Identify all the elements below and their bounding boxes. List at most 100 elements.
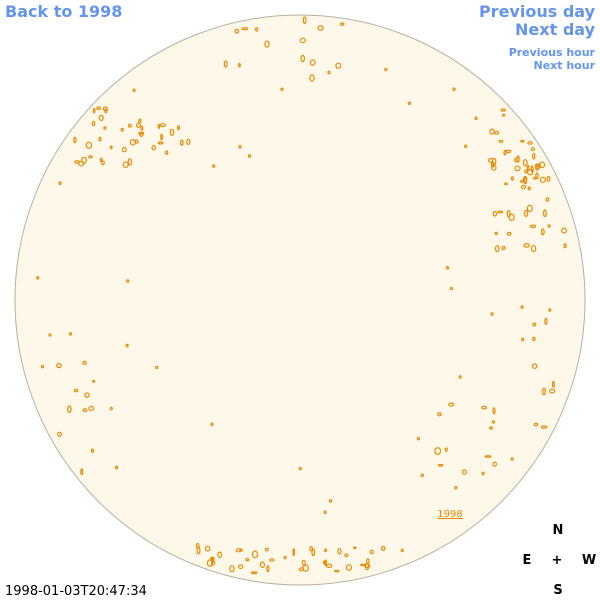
contour: [530, 147, 536, 152]
contour: [526, 204, 533, 213]
contour: [540, 228, 545, 236]
contour: [269, 558, 275, 562]
contour: [180, 139, 184, 146]
contour: [88, 155, 93, 159]
contour: [544, 317, 548, 325]
contour: [73, 136, 77, 144]
contour: [501, 246, 506, 251]
previous-hour-link[interactable]: Previous hour: [509, 46, 596, 59]
contour: [543, 209, 547, 218]
contour: [531, 363, 538, 369]
contour: [527, 186, 531, 191]
contour: [309, 545, 314, 552]
previous-day-link[interactable]: Previous day: [479, 2, 596, 21]
contour: [335, 62, 342, 69]
contour: [309, 74, 315, 82]
contour: [539, 176, 547, 183]
contour: [561, 227, 567, 234]
contour: [546, 175, 551, 182]
contour: [169, 128, 175, 136]
contour: [366, 558, 370, 564]
contour: [84, 392, 90, 398]
contour: [92, 379, 96, 383]
contour: [492, 211, 498, 217]
contour: [551, 380, 555, 388]
contour: [134, 139, 139, 144]
contour: [245, 558, 250, 562]
contour: [532, 336, 536, 342]
contour: [506, 231, 512, 236]
contour: [337, 548, 342, 555]
contour: [109, 406, 113, 411]
contour: [492, 461, 498, 467]
contour: [238, 63, 241, 68]
contour: [210, 422, 214, 427]
contour: [563, 243, 567, 249]
disk-label[interactable]: 1998: [437, 509, 462, 520]
contour: [322, 560, 326, 565]
contour: [345, 564, 352, 571]
contour: [510, 457, 514, 461]
contour: [522, 159, 528, 167]
contour: [82, 408, 88, 413]
contour: [56, 363, 62, 369]
contour: [548, 308, 552, 312]
contour: [299, 37, 306, 44]
contour: [522, 175, 528, 183]
contour: [138, 131, 145, 135]
contour: [434, 447, 442, 455]
contour: [298, 567, 304, 572]
contours: [36, 16, 567, 575]
back-link[interactable]: Back to 1998: [5, 2, 122, 21]
contour: [56, 431, 62, 437]
contour: [317, 25, 324, 31]
contour: [504, 182, 509, 186]
contour: [339, 22, 345, 26]
contour: [264, 547, 269, 552]
contour: [523, 242, 530, 248]
contour: [82, 360, 87, 365]
contour: [547, 224, 551, 228]
contour: [323, 510, 327, 515]
contour: [58, 181, 62, 186]
contour: [494, 245, 500, 253]
contour: [223, 60, 228, 68]
contour: [420, 473, 424, 478]
contour: [445, 265, 450, 270]
contour: [103, 126, 107, 130]
contour: [98, 136, 102, 142]
contour: [74, 160, 80, 164]
contour: [491, 420, 495, 424]
contour: [155, 365, 159, 370]
contour: [127, 158, 132, 166]
contour: [298, 466, 302, 471]
contour: [400, 548, 404, 553]
contour: [140, 125, 144, 131]
contour: [494, 231, 498, 235]
contour: [520, 184, 527, 190]
contour: [157, 123, 161, 129]
contour: [239, 548, 243, 552]
contour: [206, 559, 213, 567]
compass-east: E: [523, 553, 532, 568]
compass-north: N: [553, 523, 564, 538]
contour: [120, 127, 124, 132]
contour: [283, 555, 287, 560]
contour: [229, 565, 235, 573]
contour: [292, 548, 296, 557]
contour: [461, 469, 467, 475]
contour: [300, 54, 306, 63]
contour: [484, 455, 492, 458]
contour: [91, 120, 96, 127]
next-day-link[interactable]: Next day: [515, 20, 596, 39]
contour: [109, 145, 113, 150]
contour: [438, 463, 444, 467]
contour: [489, 128, 495, 135]
contour: [514, 157, 518, 163]
next-hour-link[interactable]: Next hour: [534, 59, 596, 72]
contour: [464, 144, 468, 149]
contour: [535, 172, 539, 180]
contour: [327, 70, 331, 75]
contour: [160, 133, 164, 141]
